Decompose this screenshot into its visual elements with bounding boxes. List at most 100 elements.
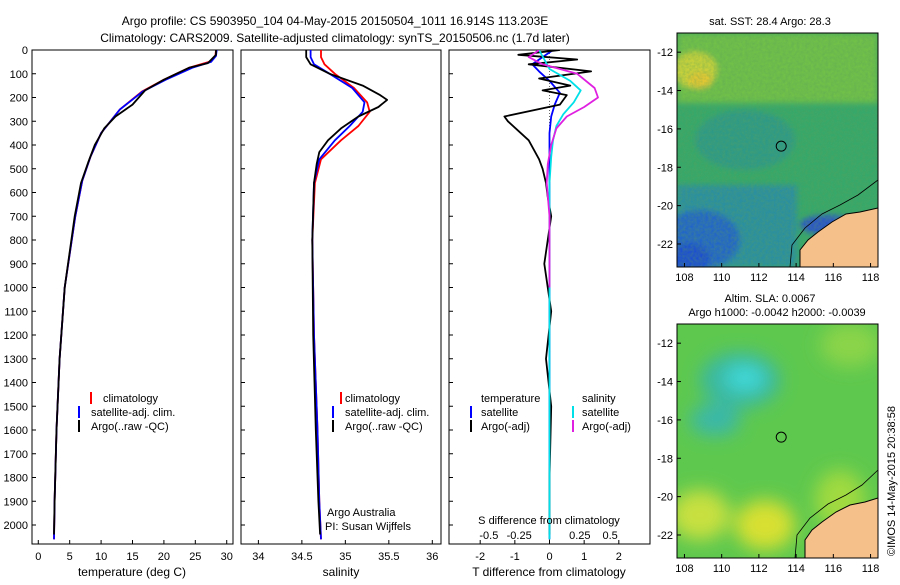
depth-tick-label: 500 xyxy=(10,164,28,176)
title-line-1: Argo profile: CS 5903950_104 04-May-2015… xyxy=(122,14,549,28)
watermark: ©IMOS 14-May-2015 20:38:58 xyxy=(886,406,898,556)
sla-float-marker xyxy=(775,431,787,443)
sla-low-south xyxy=(677,490,730,540)
depth-tick-label: 1000 xyxy=(4,283,28,295)
x-tick-label-secondary: -0.25 xyxy=(507,530,532,542)
depth-tick-label: 1200 xyxy=(4,330,28,342)
map-y-tick-label: -20 xyxy=(657,492,673,504)
map-x-tick-label: 108 xyxy=(675,272,693,284)
depth-tick-label: 1600 xyxy=(4,425,28,437)
sla-map-title-1: Altim. SLA: 0.0067 xyxy=(724,293,815,305)
x-tick-label-secondary: -0.5 xyxy=(479,530,498,542)
sla-map xyxy=(677,324,878,558)
salinity-series xyxy=(305,50,389,540)
series-salinity-argo-adj- xyxy=(527,50,599,288)
depth-tick-label: 600 xyxy=(10,188,28,200)
legend-label-temp-satellite: satellite xyxy=(481,407,518,419)
temperature-plot-frame xyxy=(31,49,234,545)
map-x-tick-label: 116 xyxy=(825,563,843,575)
sla-map-frame xyxy=(676,323,879,559)
sla-low-north xyxy=(820,324,878,367)
series-climatology xyxy=(311,50,371,540)
legend-label-sal-argo: Argo(-adj) xyxy=(582,421,631,433)
map-x-tick-label: 110 xyxy=(713,563,731,575)
sst-map-frame xyxy=(676,32,879,268)
x-tick-label: -2 xyxy=(475,551,485,563)
x-tick-label: 0 xyxy=(546,551,552,563)
depth-tick-label: 300 xyxy=(10,116,28,128)
x-tick-label: 35.5 xyxy=(378,551,399,563)
temperature-legend: climatology satellite-adj. clim. Argo(..… xyxy=(78,392,175,433)
map-x-tick-label: 108 xyxy=(675,563,693,575)
sst-map xyxy=(677,33,878,267)
series-temperature-satellite xyxy=(531,50,561,540)
legend-header-temperature: temperature xyxy=(481,393,540,405)
legend-label-satellite: satellite-adj. clim. xyxy=(91,407,175,419)
map-x-tick-label: 116 xyxy=(825,272,843,284)
x-tick-label: 30 xyxy=(221,551,233,563)
map-y-tick-label: -16 xyxy=(657,124,673,136)
map-y-tick-label: -20 xyxy=(657,201,673,213)
legend-label-temp-argo: Argo(-adj) xyxy=(481,421,530,433)
x-tick-label-secondary: 0.5 xyxy=(602,530,617,542)
depth-tick-label: 200 xyxy=(10,93,28,105)
temperature-x-axis: 0 5 10 15 20 25 30 xyxy=(35,540,233,563)
map-x-tick-label: 112 xyxy=(750,563,768,575)
depth-tick-label: 2000 xyxy=(4,520,28,532)
map-x-tick-label: 112 xyxy=(750,272,768,284)
depth-tick-label: 1800 xyxy=(4,473,28,485)
pi-label: PI: Susan Wijffels xyxy=(325,521,411,533)
x-tick-label: 10 xyxy=(95,551,107,563)
x-tick-label: 36 xyxy=(426,551,438,563)
difference-series xyxy=(503,50,599,544)
x-tick-label: 5 xyxy=(67,551,73,563)
depth-tick-label: 700 xyxy=(10,211,28,223)
x-tick-label: 1 xyxy=(581,551,587,563)
depth-tick-label: 1100 xyxy=(4,306,28,318)
depth-tick-label: 800 xyxy=(10,235,28,247)
series-salinity-satellite xyxy=(538,50,582,540)
map-x-tick-label: 118 xyxy=(862,563,880,575)
series-satellite-adj-clim- xyxy=(309,50,366,540)
sst-float-marker xyxy=(775,140,787,152)
sst-map-axes: 108 110 112 114 116 118 -12 -14 -16 -18 -20 -22 xyxy=(657,47,879,284)
difference-x-axis: -2 -1 0 1 2 -0.5 -0.25 0.25 0.5 xyxy=(475,530,622,563)
depth-tick-label: 1700 xyxy=(4,449,28,461)
map-x-tick-label: 114 xyxy=(787,563,805,575)
sst-coastline xyxy=(799,207,878,267)
x-tick-label: 2 xyxy=(616,551,622,563)
difference-legend-salinity: salinity satellite Argo(-adj) xyxy=(572,393,631,433)
temperature-x-label: temperature (deg C) xyxy=(78,565,186,579)
x-tick-label: -1 xyxy=(510,551,520,563)
series-climatology xyxy=(53,50,217,540)
x-tick-label: 34.5 xyxy=(291,551,312,563)
sst-coastline-land xyxy=(800,208,878,267)
depth-tick-label: 400 xyxy=(10,140,28,152)
map-y-tick-label: -16 xyxy=(657,415,673,427)
series-argo-raw-qc- xyxy=(305,50,389,535)
sst-map-title: sat. SST: 28.4 Argo: 28.3 xyxy=(709,16,831,28)
depth-tick-label: 900 xyxy=(10,259,28,271)
map-y-tick-label: -22 xyxy=(657,239,673,251)
sla-coastline-land xyxy=(805,498,878,558)
legend-label-climatology: climatology xyxy=(345,393,401,405)
legend-label-sal-satellite: satellite xyxy=(582,407,619,419)
map-x-tick-label: 114 xyxy=(787,272,805,284)
depth-tick-label: 1300 xyxy=(4,354,28,366)
sla-map-axes: 108 110 112 114 116 118 -12 -14 -16 -18 -20 -22 xyxy=(657,338,879,575)
x-tick-label-secondary: 0.25 xyxy=(569,530,590,542)
x-tick-label: 20 xyxy=(158,551,170,563)
map-x-tick-label: 110 xyxy=(713,272,731,284)
difference-x-label-2: S difference from climatology xyxy=(478,515,620,527)
salinity-x-axis: 34 34.5 35 35.5 36 xyxy=(252,540,438,563)
map-y-tick-label: -14 xyxy=(657,377,673,389)
title-line-2: Climatology: CARS2009. Satellite-adjuste… xyxy=(100,31,570,45)
depth-tick-label: 1500 xyxy=(4,401,28,413)
salinity-plot-frame xyxy=(240,49,442,545)
depth-tick-label: 1900 xyxy=(4,496,28,508)
depth-tick-label: 0 xyxy=(22,45,28,57)
depth-tick-label: 1400 xyxy=(4,378,28,390)
legend-header-salinity: salinity xyxy=(582,393,616,405)
sla-high-patch-2 xyxy=(690,404,740,436)
